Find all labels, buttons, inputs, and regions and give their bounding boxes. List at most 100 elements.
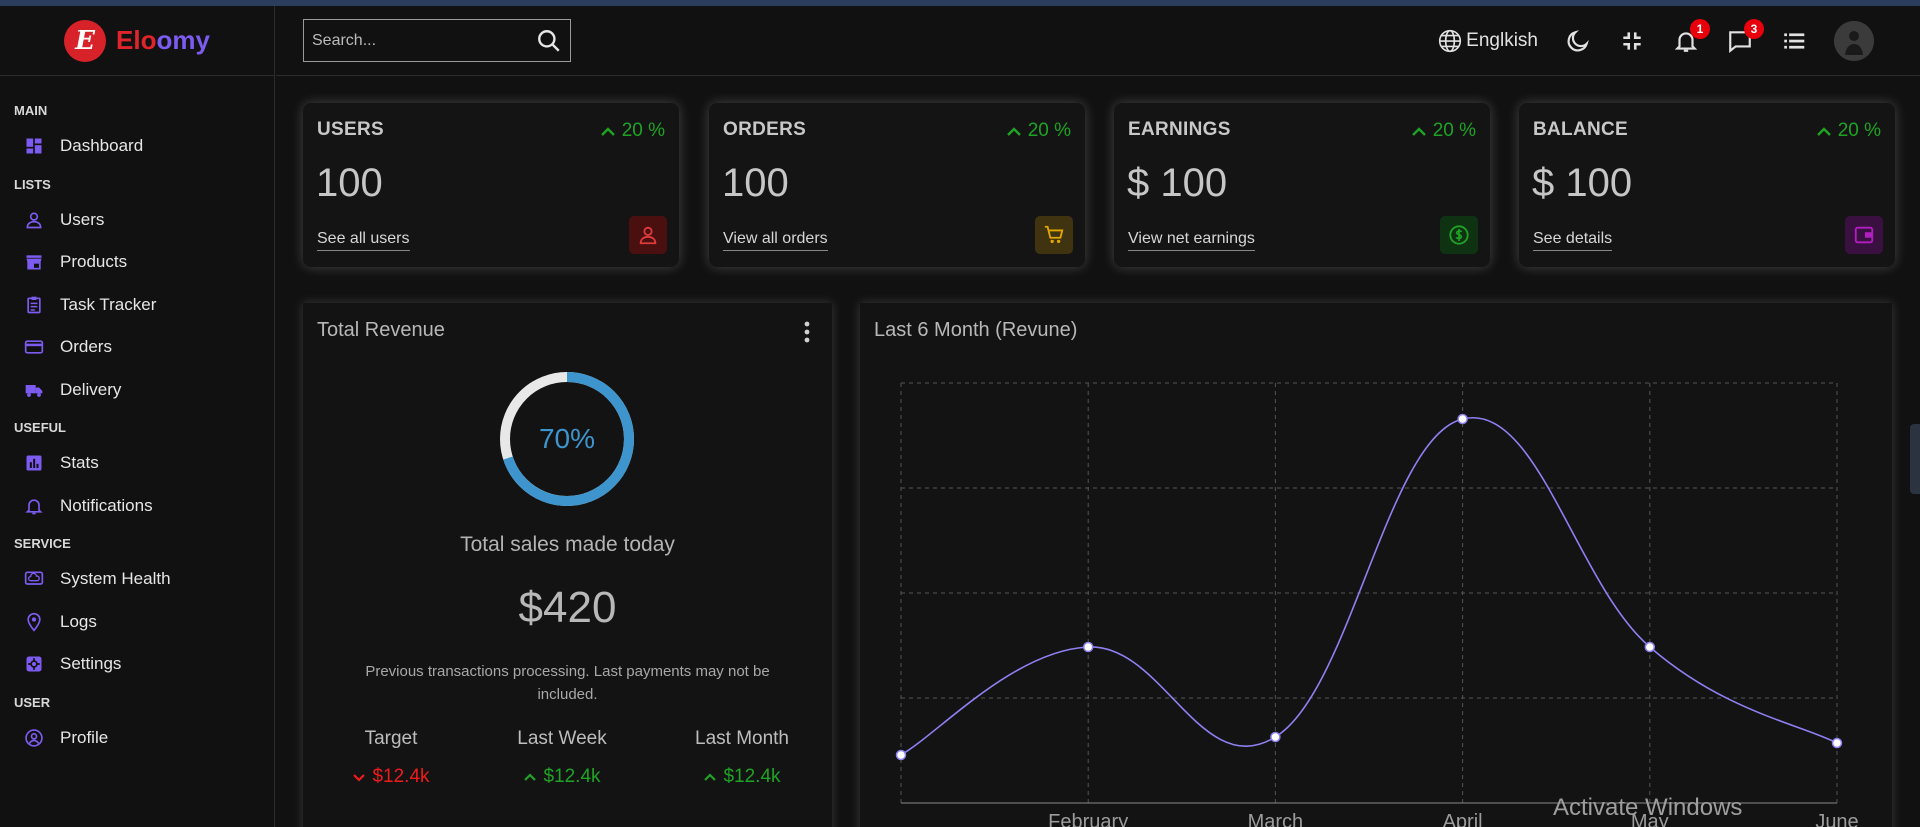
truck-icon [25, 384, 43, 397]
stat-card-value: 100 [722, 161, 789, 205]
nav-section-service: SERVICE [14, 536, 71, 551]
stat-card-value: $ 100 [1127, 161, 1228, 205]
sidebar-item-label: System Health [60, 569, 171, 589]
nav-section-main: MAIN [14, 103, 48, 118]
sidebar-item-task-tracker[interactable]: Task Tracker [0, 284, 274, 327]
chevron-up-icon [600, 127, 615, 136]
stat-card-title: USERS [317, 119, 384, 140]
data-point-april[interactable] [1457, 413, 1468, 425]
x-tick-label: March [1248, 811, 1304, 827]
fullscreen-toggle[interactable] [1618, 27, 1646, 55]
sidebar-item-label: Users [60, 209, 105, 229]
collapse-icon [1623, 32, 1641, 50]
stat-card-orders: ORDERS 20 % 100 View all orders [709, 103, 1085, 267]
sidebar-item-products[interactable]: Products [0, 241, 274, 284]
list-menu-button[interactable] [1780, 27, 1808, 55]
sidebar-item-system-health[interactable]: System Health [0, 558, 274, 601]
stat-card-icon-button[interactable] [629, 216, 667, 254]
revenue-stat-last-month: Last Month $12.4k [672, 728, 812, 788]
search-box[interactable] [303, 19, 571, 62]
search-icon[interactable] [536, 28, 562, 54]
stat-card-link[interactable]: View all orders [723, 230, 828, 251]
chevron-up-icon [1006, 127, 1021, 136]
activate-windows-watermark: Activate Windows [1553, 794, 1743, 821]
sidebar-item-logs[interactable]: Logs [0, 601, 274, 644]
percentage-badge: 20 % [1006, 120, 1071, 142]
pin-icon [27, 612, 41, 632]
stat-card-users: USERS 20 % 100 See all users [303, 103, 679, 267]
stat-card-link[interactable]: See details [1533, 230, 1613, 251]
stat-value: $12.4k [321, 766, 461, 788]
bar-chart-icon [26, 455, 42, 471]
cloud-monitor-icon [24, 571, 44, 586]
sidebar-item-label: Profile [60, 727, 109, 747]
notifications-badge: 1 [1690, 19, 1710, 39]
window-top-strip [0, 0, 1920, 6]
revenue-note: Previous transactions processing. Last p… [365, 663, 770, 703]
stat-card-icon-button[interactable] [1845, 216, 1883, 254]
cart-icon [1044, 225, 1064, 244]
percentage-badge: 20 % [1411, 120, 1476, 142]
x-tick-label: April [1443, 811, 1483, 827]
stat-card-title: BALANCE [1533, 119, 1628, 140]
sidebar-item-label: Logs [60, 611, 97, 631]
clipboard-icon [27, 296, 41, 314]
moon-icon [1567, 30, 1589, 52]
sidebar-item-settings[interactable]: Settings [0, 643, 274, 686]
wallet-icon [1854, 226, 1874, 244]
sidebar-item-users[interactable]: Users [0, 199, 274, 242]
edge-scroll-tab[interactable] [1910, 424, 1920, 494]
data-point-may[interactable] [1644, 641, 1656, 653]
stat-card-icon-button[interactable] [1035, 216, 1073, 254]
dark-mode-toggle[interactable] [1564, 27, 1592, 55]
profile-circle-icon [25, 729, 43, 747]
total-revenue-panel: Total Revenue 70% Total sales made today… [303, 303, 832, 827]
progress-gauge: 70% [495, 367, 639, 511]
logo[interactable]: E Eloomy [0, 6, 274, 76]
bell-icon [25, 499, 43, 515]
dollar-icon [1449, 225, 1469, 245]
stat-value: $12.4k [492, 766, 632, 788]
sidebar: E Eloomy MAIN Dashboard LISTS Users Products… [0, 6, 275, 827]
sidebar-item-label: Products [60, 252, 128, 272]
search-input[interactable] [312, 31, 536, 50]
notifications-button[interactable]: 1 [1672, 19, 1710, 55]
stat-card-value: $ 100 [1532, 161, 1633, 205]
chevron-down-icon [353, 774, 366, 782]
revenue-stat-target: Target $12.4k [321, 728, 461, 788]
data-point-february[interactable] [1082, 641, 1094, 653]
stat-label: Last Week [517, 728, 607, 749]
revenue-stat-last-week: Last Week $12.4k [492, 728, 632, 788]
chevron-up-icon [1816, 127, 1831, 136]
sidebar-item-orders[interactable]: Orders [0, 326, 274, 369]
sidebar-item-label: Delivery [60, 379, 122, 399]
sidebar-item-stats[interactable]: Stats [0, 442, 274, 485]
sidebar-item-dashboard[interactable]: Dashboard [0, 125, 274, 168]
sidebar-item-delivery[interactable]: Delivery [0, 369, 274, 412]
stat-label: Target [364, 728, 418, 749]
sidebar-item-notifications[interactable]: Notifications [0, 485, 274, 528]
x-tick-label: February [1048, 811, 1128, 827]
avatar[interactable] [1834, 21, 1874, 61]
stat-card-icon-button[interactable] [1440, 216, 1478, 254]
sidebar-item-profile[interactable]: Profile [0, 717, 274, 760]
nav-section-lists: LISTS [14, 176, 51, 192]
chevron-up-icon [524, 773, 537, 781]
stat-card-link[interactable]: View net earnings [1128, 230, 1255, 251]
stat-card-link[interactable]: See all users [317, 230, 410, 251]
data-point-january[interactable] [895, 749, 907, 761]
data-point-march[interactable] [1270, 731, 1281, 743]
brand-name: Eloomy [116, 25, 210, 55]
data-point-june[interactable] [1831, 737, 1843, 749]
language-selector[interactable]: Englkish [1437, 28, 1538, 54]
globe-icon [1439, 29, 1462, 53]
more-vert-icon[interactable] [804, 321, 810, 343]
top-bar: Englkish 1 3 [276, 6, 1920, 76]
stat-label: Last Month [695, 728, 789, 749]
revenue-amount: $420 [518, 583, 617, 632]
sidebar-nav: MAIN Dashboard LISTS Users Products Task Trac… [0, 76, 274, 759]
progress-label: 70% [538, 423, 596, 454]
messages-button[interactable]: 3 [1726, 19, 1764, 55]
nav-section-useful: USEFUL [14, 420, 66, 435]
user-avatar-icon [1834, 21, 1874, 61]
